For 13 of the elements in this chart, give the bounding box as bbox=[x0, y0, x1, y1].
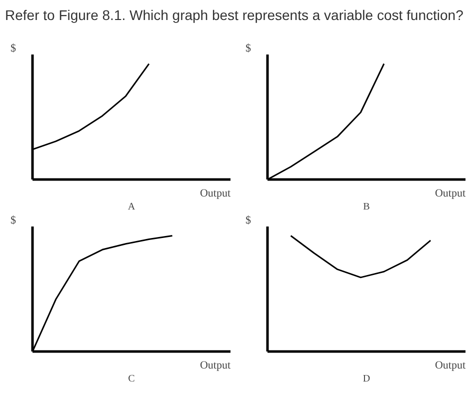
text: D bbox=[362, 374, 370, 384]
x-axis-title: Output bbox=[200, 188, 231, 200]
y-axis-title: $ bbox=[10, 214, 16, 226]
text: B bbox=[363, 202, 370, 212]
y-axis-title: $ bbox=[246, 214, 252, 226]
x-axis-title: Output bbox=[434, 360, 466, 372]
chart-title: Refer to Figure 8.1. Which graph best represents a variable cost function? bbox=[5, 6, 464, 25]
x-axis-title: Output bbox=[200, 360, 231, 372]
y-axis-title: $ bbox=[246, 42, 252, 54]
x-axis-title: Output bbox=[434, 188, 466, 200]
y-axis-title: $ bbox=[10, 42, 16, 54]
text: C bbox=[128, 374, 136, 384]
text: A bbox=[128, 202, 136, 212]
